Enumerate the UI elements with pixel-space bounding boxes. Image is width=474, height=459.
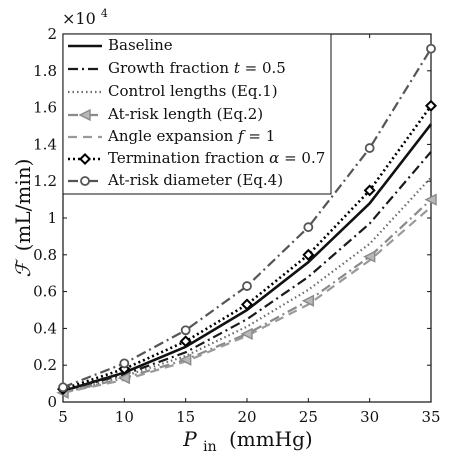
data-point: [302, 248, 315, 261]
x-axis-label: P in (mmHg): [182, 427, 312, 456]
y-tick-label: 1: [47, 209, 57, 227]
legend-angle-val: = 1: [244, 127, 276, 145]
x-axis-symbol: P: [182, 427, 197, 451]
y-axis-label: ℱ (mL/min): [11, 159, 35, 278]
y-tick-label: 1.8: [33, 62, 57, 80]
y-tick-label: 0.6: [33, 283, 57, 301]
y-tick-label: 0: [47, 393, 57, 411]
x-tick-label: 15: [176, 408, 195, 426]
data-point: [424, 99, 438, 112]
y-tick-label: 0.8: [33, 246, 57, 264]
legend-label-angle: Angle expansion f = 1: [107, 127, 275, 145]
legend-angle-text: Angle expansion: [107, 127, 238, 145]
legend-label-termination: Termination fraction α = 0.7: [108, 149, 325, 167]
series-markers: [56, 43, 438, 399]
y-tick-label: 0.2: [33, 356, 57, 374]
legend-samples: [68, 44, 102, 186]
axis-tick-labels: 5 10 15 20 25 30 35 0 0.2 0.4 0.6 0.8 1 1.2 1.4 1.6 1.8 2: [33, 25, 440, 426]
data-point: [179, 335, 192, 348]
legend-term-var: α: [269, 149, 279, 167]
data-point: [424, 193, 437, 206]
legend-label-atrisk-length: At-risk length (Eq.2): [107, 105, 263, 123]
x-tick-label: 10: [115, 408, 134, 426]
data-point: [426, 43, 436, 54]
x-tick-label: 5: [58, 408, 68, 426]
legend-growth-var: t: [234, 59, 241, 77]
data-point: [119, 358, 130, 369]
y-tick-label: 2: [47, 25, 57, 43]
data-point: [363, 250, 376, 263]
y-multiplier-base: ×10: [62, 9, 96, 28]
legend-growth-text: Growth fraction: [108, 59, 234, 77]
data-point: [242, 281, 252, 291]
legend-label-growth: Growth fraction t = 0.5: [108, 59, 286, 77]
legend-marker-sample: [78, 108, 91, 122]
data-point: [117, 371, 131, 385]
legend-label-control: Control lengths (Eq.1): [108, 82, 278, 100]
data-point: [58, 382, 68, 393]
data-point: [301, 294, 315, 307]
y-tick-label: 1.2: [33, 172, 57, 190]
legend-growth-val: = 0.5: [240, 59, 286, 77]
legend-angle-var: f: [237, 127, 246, 145]
x-tick-label: 30: [360, 408, 379, 426]
y-tick-label: 1.6: [33, 99, 57, 117]
y-tick-label: 0.4: [33, 319, 57, 337]
series-line: [62, 198, 432, 394]
legend: Baseline Growth fraction t = 0.5 Control…: [62, 33, 332, 195]
x-axis-unit: (mmHg): [229, 427, 313, 451]
y-axis-symbol: ℱ: [11, 258, 35, 277]
y-axis-unit: (mL/min): [11, 159, 35, 252]
legend-box: [62, 33, 332, 195]
legend-term-val: = 0.7: [279, 149, 325, 167]
legend-term-text: Termination fraction: [108, 149, 269, 167]
x-tick-label: 20: [237, 408, 256, 426]
legend-label-atrisk-diameter: At-risk diameter (Eq.4): [107, 171, 283, 189]
legend-label-baseline: Baseline: [108, 36, 173, 54]
data-point: [240, 298, 254, 311]
x-tick-label: 35: [421, 408, 440, 426]
y-multiplier-exp: 4: [101, 7, 108, 20]
x-tick-label: 25: [299, 408, 318, 426]
data-point: [363, 184, 376, 197]
data-point: [303, 222, 314, 233]
data-point: [179, 353, 192, 366]
y-tick-label: 1.4: [33, 135, 57, 153]
y-multiplier: ×10 4: [62, 7, 108, 28]
data-point: [364, 143, 375, 153]
legend-marker-sample: [80, 176, 90, 186]
data-point: [240, 327, 253, 341]
data-point: [180, 325, 191, 336]
legend-marker-sample: [78, 152, 92, 166]
x-axis-subscript: in: [203, 439, 217, 455]
